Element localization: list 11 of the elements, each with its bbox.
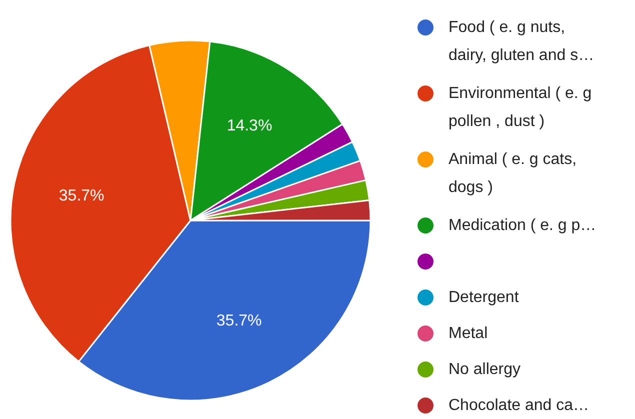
legend-label: No allergy — [448, 361, 521, 378]
data-label: 35.7% — [216, 312, 262, 330]
legend-label: Metal — [448, 325, 488, 342]
data-label: 35.7% — [58, 188, 104, 205]
legend-label: Food ( e. g nuts, dairy, gluten and s… — [448, 19, 594, 64]
legend-label: Chocolate and ca… — [448, 397, 590, 414]
legend-label: Animal ( e. g cats, dogs ) — [448, 151, 577, 196]
legend-label: Detergent — [448, 289, 520, 306]
data-label: 14.3% — [226, 117, 272, 134]
legend-label: Environmental ( e. g pollen , dust ) — [448, 85, 592, 130]
legend-label: Medication ( e. g p… — [448, 217, 596, 234]
